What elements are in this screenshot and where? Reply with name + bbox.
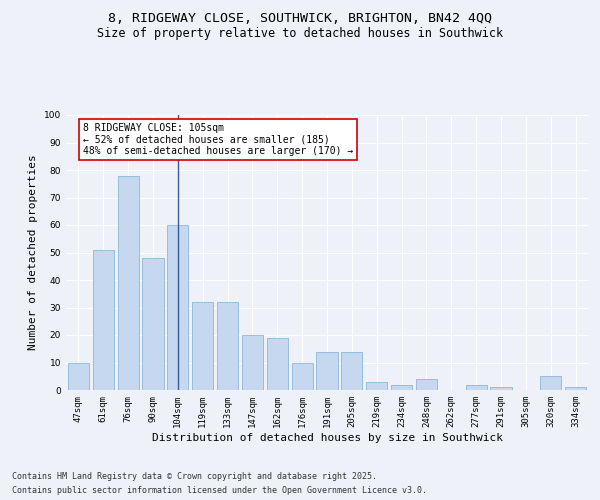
Bar [217,302,238,390]
Bar [466,384,487,390]
Text: Contains public sector information licensed under the Open Government Licence v3: Contains public sector information licen… [12,486,427,495]
Bar [416,379,437,390]
Bar [292,362,313,390]
Text: Contains HM Land Registry data © Crown copyright and database right 2025.: Contains HM Land Registry data © Crown c… [12,472,377,481]
Bar [192,302,213,390]
Bar [490,387,512,390]
Bar [167,225,188,390]
Bar [242,335,263,390]
Text: 8 RIDGEWAY CLOSE: 105sqm
← 52% of detached houses are smaller (185)
48% of semi-: 8 RIDGEWAY CLOSE: 105sqm ← 52% of detach… [83,123,353,156]
Bar [316,352,338,390]
X-axis label: Distribution of detached houses by size in Southwick: Distribution of detached houses by size … [151,432,503,442]
Bar [391,384,412,390]
Text: 8, RIDGEWAY CLOSE, SOUTHWICK, BRIGHTON, BN42 4QQ: 8, RIDGEWAY CLOSE, SOUTHWICK, BRIGHTON, … [108,12,492,26]
Bar [540,376,561,390]
Text: Size of property relative to detached houses in Southwick: Size of property relative to detached ho… [97,28,503,40]
Bar [93,250,114,390]
Bar [68,362,89,390]
Bar [565,387,586,390]
Bar [267,338,288,390]
Bar [142,258,164,390]
Y-axis label: Number of detached properties: Number of detached properties [28,154,38,350]
Bar [341,352,362,390]
Bar [366,382,387,390]
Bar [118,176,139,390]
